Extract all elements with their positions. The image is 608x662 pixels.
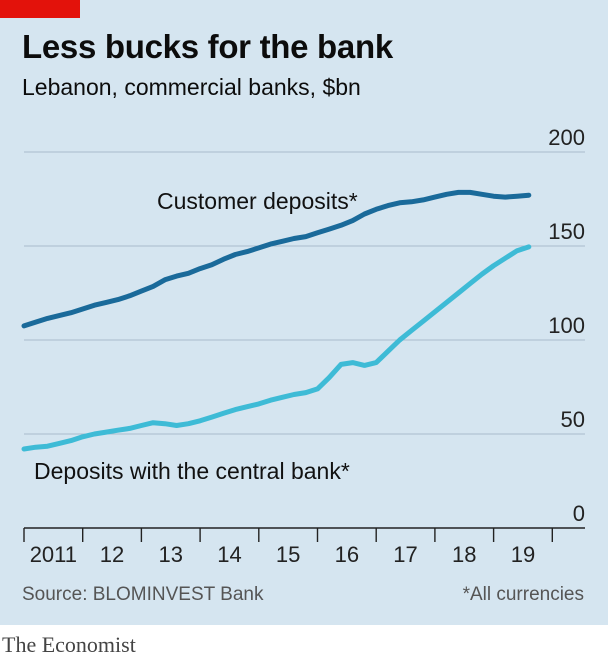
customer-deposits-line bbox=[21, 189, 532, 329]
x-tick-label-19: 19 bbox=[511, 542, 535, 567]
source-note: Source: BLOMINVEST Bank bbox=[22, 584, 264, 605]
y-tick-label-50: 50 bbox=[561, 407, 585, 432]
x-tick-label-17: 17 bbox=[393, 542, 417, 567]
currency-footnote: *All currencies bbox=[462, 584, 584, 605]
y-tick-label-100: 100 bbox=[548, 313, 585, 338]
customer-deposits-label: Customer deposits* bbox=[157, 188, 358, 214]
economist-logo: The Economist bbox=[2, 632, 136, 657]
x-tick-label-14: 14 bbox=[217, 542, 241, 567]
x-tick-label-12: 12 bbox=[100, 542, 124, 567]
y-tick-label-150: 150 bbox=[548, 219, 585, 244]
x-tick-label-18: 18 bbox=[452, 542, 476, 567]
x-tick-label-13: 13 bbox=[159, 542, 183, 567]
line-chart: 0 50 100 150 200 2011 12 13 14 15 16 17 18 19 Customer… bbox=[21, 125, 585, 567]
x-tick-label-16: 16 bbox=[335, 542, 359, 567]
x-tick-label-15: 15 bbox=[276, 542, 300, 567]
y-tick-label-200: 200 bbox=[548, 125, 585, 150]
chart-panel bbox=[0, 0, 608, 625]
y-tick-label-0: 0 bbox=[573, 501, 585, 526]
chart-subtitle: Lebanon, commercial banks, $bn bbox=[22, 74, 361, 100]
central-bank-deposits-line bbox=[21, 244, 532, 452]
chart-title: Less bucks for the bank bbox=[22, 28, 393, 65]
x-tick-label-2011: 2011 bbox=[30, 542, 77, 567]
central-bank-deposits-label: Deposits with the central bank* bbox=[34, 458, 350, 484]
brand-red-tag bbox=[0, 0, 80, 18]
